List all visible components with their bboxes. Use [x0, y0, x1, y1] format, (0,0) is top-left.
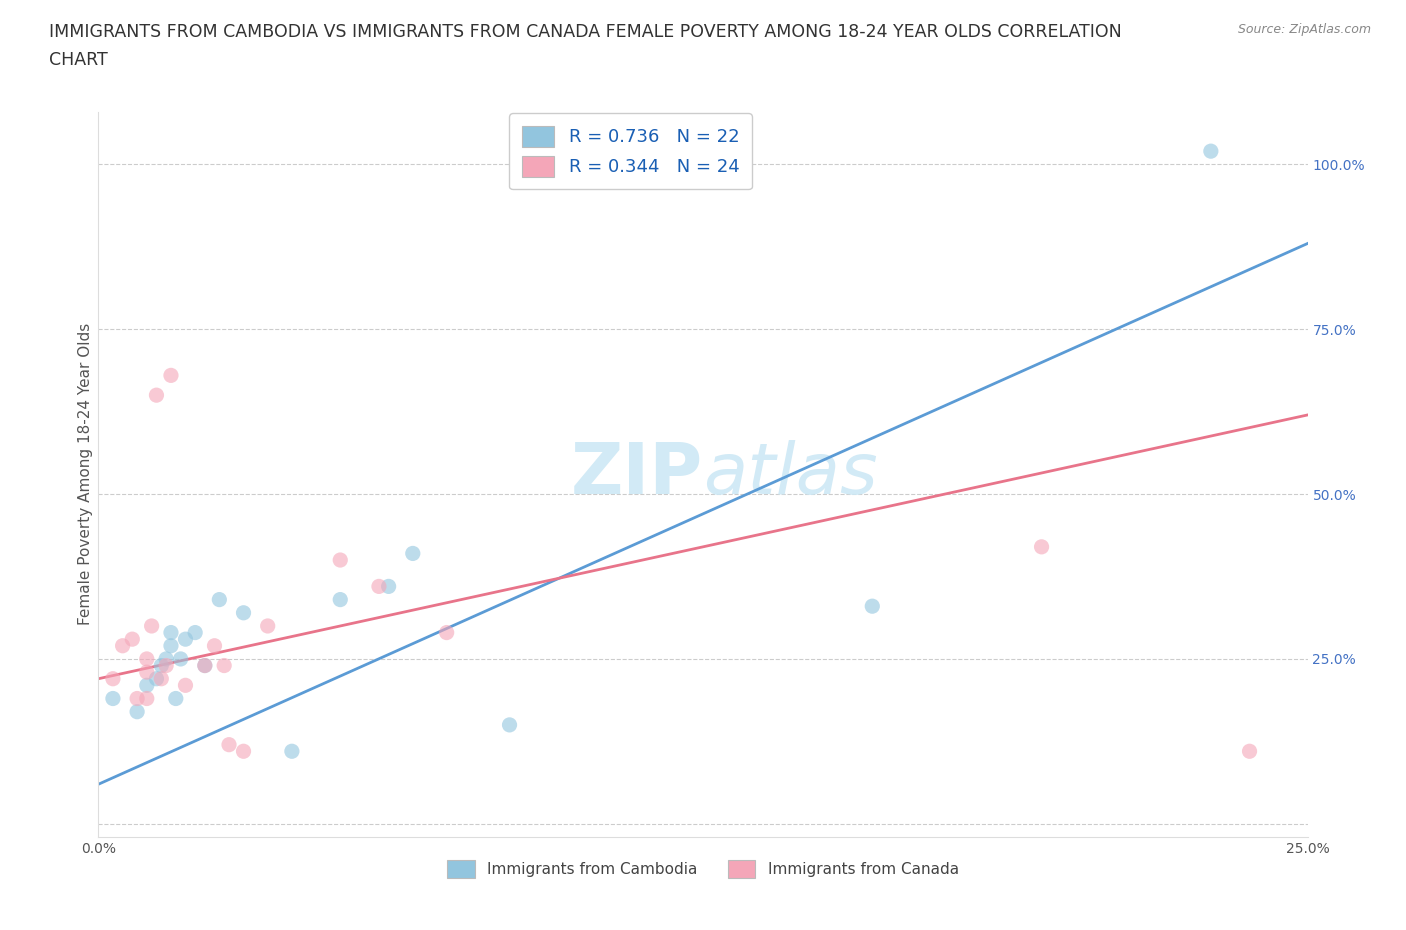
Point: [141, 618, 163, 633]
Point: [184, 625, 207, 640]
Point: [1031, 539, 1053, 554]
Point: [111, 638, 134, 653]
Point: [135, 691, 157, 706]
Point: [155, 658, 177, 673]
Point: [174, 631, 197, 646]
Point: [1199, 144, 1222, 159]
Point: [368, 579, 391, 594]
Text: ZIP: ZIP: [571, 440, 703, 509]
Point: [329, 592, 352, 607]
Point: [160, 368, 183, 383]
Text: atlas: atlas: [703, 440, 877, 509]
Y-axis label: Female Poverty Among 18-24 Year Olds: Female Poverty Among 18-24 Year Olds: [77, 324, 93, 626]
Point: [127, 704, 149, 719]
Point: [150, 671, 173, 686]
Point: [127, 691, 149, 706]
Point: [150, 658, 173, 673]
Point: [155, 652, 177, 667]
Point: [860, 599, 883, 614]
Text: CHART: CHART: [49, 51, 108, 69]
Point: [329, 552, 352, 567]
Point: [165, 691, 187, 706]
Text: Source: ZipAtlas.com: Source: ZipAtlas.com: [1237, 23, 1371, 36]
Point: [160, 625, 183, 640]
Point: [436, 625, 458, 640]
Point: [1239, 744, 1261, 759]
Point: [101, 691, 124, 706]
Point: [169, 652, 191, 667]
Point: [194, 658, 217, 673]
Point: [377, 579, 399, 594]
Point: [174, 678, 197, 693]
Point: [498, 717, 520, 732]
Point: [101, 671, 124, 686]
Point: [135, 652, 157, 667]
Point: [135, 665, 157, 680]
Point: [212, 658, 235, 673]
Point: [256, 618, 278, 633]
Point: [232, 744, 254, 759]
Point: [402, 546, 425, 561]
Point: [135, 678, 157, 693]
Point: [145, 388, 167, 403]
Legend: Immigrants from Cambodia, Immigrants from Canada: Immigrants from Cambodia, Immigrants fro…: [441, 854, 965, 883]
Point: [208, 592, 231, 607]
Point: [145, 671, 167, 686]
Text: IMMIGRANTS FROM CAMBODIA VS IMMIGRANTS FROM CANADA FEMALE POVERTY AMONG 18-24 YE: IMMIGRANTS FROM CAMBODIA VS IMMIGRANTS F…: [49, 23, 1122, 41]
Point: [194, 658, 217, 673]
Point: [160, 638, 183, 653]
Point: [232, 605, 254, 620]
Point: [281, 744, 304, 759]
Point: [121, 631, 143, 646]
Point: [204, 638, 226, 653]
Point: [218, 737, 240, 752]
